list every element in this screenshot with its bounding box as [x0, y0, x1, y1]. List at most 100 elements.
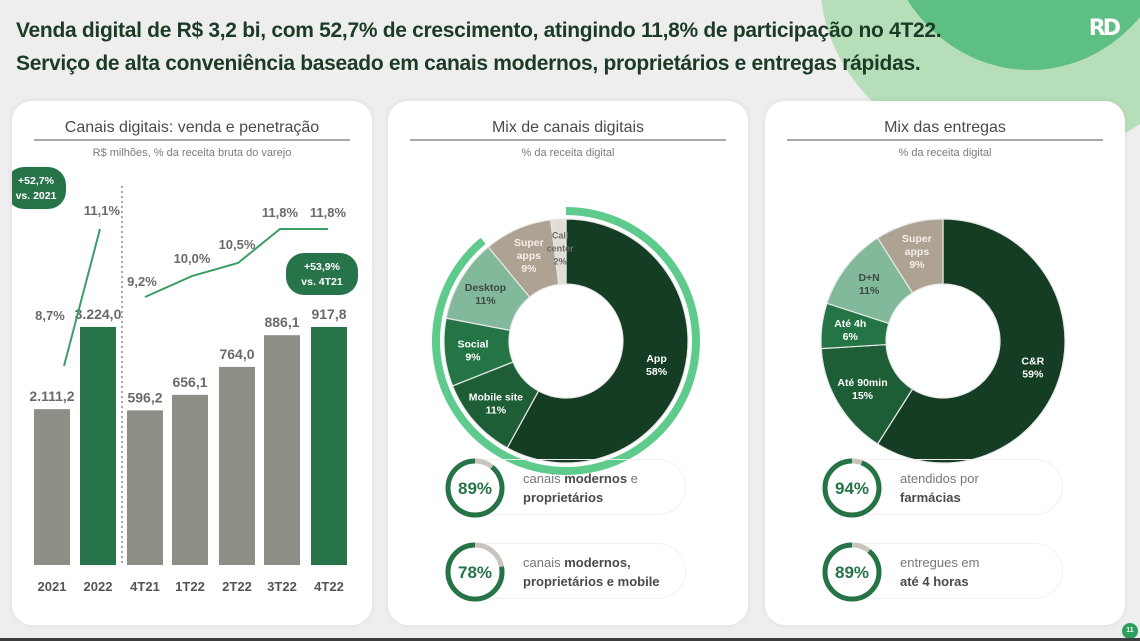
- donut-slice-label: Até 90min: [837, 377, 887, 389]
- donut-slice-label: Desktop: [465, 282, 506, 294]
- growth-annotation-badge: [286, 253, 358, 295]
- panel-delivery-mix: Mix das entregas % da receita digital C&…: [765, 101, 1125, 625]
- penetration-label: 11,8%: [310, 205, 347, 220]
- bar-value-label: 764,0: [219, 346, 254, 362]
- category-tick-label: 2021: [38, 579, 67, 594]
- kpi-description: atendidos por farmácias: [900, 471, 979, 505]
- kpi-progress-ring: 89%: [822, 542, 882, 602]
- donut-slice-label: apps: [905, 246, 930, 258]
- kpi-card: 78% canais modernos, proprietários e mobil…: [445, 542, 686, 602]
- kpi-percentage: 78%: [458, 563, 492, 582]
- headline-line-2: Serviço de alta conveniência baseado em …: [16, 52, 921, 75]
- donut-slice-label: 9%: [521, 263, 537, 275]
- category-tick-label: 4T22: [314, 579, 344, 594]
- kpi-card: 94% atendidos por farmácias: [822, 458, 1063, 518]
- donut-slice-app: [506, 218, 689, 464]
- penetration-label: 11,8%: [262, 205, 299, 220]
- donut-slice-label: 59%: [1022, 369, 1044, 381]
- donut-slice-label: Super: [902, 233, 932, 245]
- growth-annotation-baseline: vs. 4T21: [301, 276, 343, 288]
- panel-subtitle: % da receita digital: [521, 147, 615, 159]
- kpi-percentage: 89%: [835, 563, 869, 582]
- panel-title: Mix de canais digitais: [410, 119, 726, 141]
- category-tick-label: 1T22: [175, 579, 205, 594]
- category-tick-label: 2T22: [222, 579, 252, 594]
- donut-slice-label: 11%: [859, 285, 880, 297]
- bar-4T21: [127, 410, 163, 565]
- kpi-percentage: 89%: [458, 479, 492, 498]
- donut-slice-label: apps: [517, 250, 542, 262]
- slide-headline: Venda digital de R$ 3,2 bi, com 52,7% de…: [16, 14, 1076, 80]
- kpi-description: entregues em até 4 horas: [900, 555, 980, 589]
- category-tick-label: 2022: [84, 579, 113, 594]
- kpi-percentage: 94%: [835, 479, 869, 498]
- panel-subtitle: R$ milhões, % da receita bruta do varejo: [92, 147, 292, 159]
- donut-slice-label: 58%: [646, 366, 668, 378]
- page-number: 11: [1122, 623, 1138, 639]
- penetration-label: 10,0%: [174, 251, 211, 266]
- kpi-progress-ring: 94%: [822, 458, 882, 518]
- donut-slice-c-r: [876, 218, 1066, 464]
- growth-annotation-baseline: vs. 2021: [16, 190, 57, 202]
- panel-subtitle: % da receita digital: [898, 147, 992, 159]
- kpi-ring-fill: [822, 542, 882, 602]
- bar-3T22: [264, 335, 300, 565]
- donut-slice-label: 11%: [475, 295, 496, 307]
- donut-slice-label: 11%: [486, 404, 507, 416]
- donut-slice-label: Call: [552, 231, 569, 241]
- kpi-description: canais modernos, proprietários e mobile: [523, 555, 660, 589]
- bar-value-label: 3.224,0: [75, 306, 122, 322]
- penetration-label: 10,5%: [219, 237, 256, 252]
- donut-slice-label: Super: [514, 237, 544, 249]
- sales-bar-chart: 2.111,2 2021 3.224,0 2022 596,2 4T21 656,1 1T22…: [12, 167, 358, 594]
- kpi-card: 89% entregues em até 4 horas: [822, 542, 1063, 602]
- donut-slice-label: center: [547, 244, 575, 254]
- bar-4T22: [311, 327, 347, 565]
- bar-value-label: 2.111,2: [29, 388, 74, 404]
- bottom-bar: [0, 638, 1140, 641]
- panel-title: Mix das entregas: [787, 119, 1103, 141]
- donut-slice-label: 9%: [465, 351, 481, 363]
- donut-slice-label: D+N: [858, 272, 879, 284]
- rd-logo: RD: [1088, 16, 1121, 41]
- donut-slice-label: Social: [457, 338, 488, 350]
- donut-slice-label: Mobile site: [469, 391, 523, 403]
- donut-slice-call-center: [550, 218, 567, 286]
- penetration-line-quarterly: [144, 228, 328, 298]
- bar-2021: [34, 409, 70, 565]
- growth-annotation-value: +52,7%: [18, 175, 55, 187]
- donut-slice-label: 15%: [852, 390, 874, 402]
- panel-title: Canais digitais: venda e penetração: [34, 119, 350, 141]
- kpi-ring-fill: [445, 458, 505, 518]
- kpi-progress-ring: 78%: [445, 542, 505, 602]
- bar-value-label: 886,1: [264, 314, 299, 330]
- bar-1T22: [172, 394, 208, 565]
- donut-slice-label: C&R: [1021, 356, 1044, 368]
- bar-2T22: [219, 366, 255, 565]
- penetration-label: 9,2%: [127, 274, 157, 289]
- donut-slice-label: 6%: [843, 331, 859, 343]
- penetration-label: 11,1%: [84, 203, 121, 218]
- kpi-ring-fill: [822, 458, 882, 518]
- growth-annotation-badge: [12, 167, 66, 209]
- donut-slice-super-apps: [876, 218, 944, 294]
- headline-line-1: Venda digital de R$ 3,2 bi, com 52,7% de…: [16, 19, 942, 42]
- donut-slice-label: Até 4h: [834, 318, 866, 330]
- panel-digital-sales: Canais digitais: venda e penetração R$ m…: [12, 101, 372, 625]
- kpi-description: canais modernos e proprietários: [523, 471, 638, 505]
- bar-value-label: 917,8: [311, 306, 346, 322]
- penetration-line-annual: [63, 228, 101, 367]
- kpi-ring-fill: [445, 542, 505, 602]
- kpi-progress-ring: 89%: [445, 458, 505, 518]
- donut-slice-label: 9%: [909, 259, 925, 271]
- kpi-card: 89% canais modernos e proprietários: [445, 458, 686, 518]
- category-tick-label: 3T22: [267, 579, 297, 594]
- bar-value-label: 656,1: [172, 374, 207, 390]
- donut-slice-label: 2%: [554, 257, 567, 267]
- growth-annotation-value: +53,9%: [304, 261, 341, 273]
- bar-value-label: 596,2: [127, 389, 162, 405]
- bar-2022: [80, 327, 116, 565]
- penetration-label: 8,7%: [35, 308, 65, 323]
